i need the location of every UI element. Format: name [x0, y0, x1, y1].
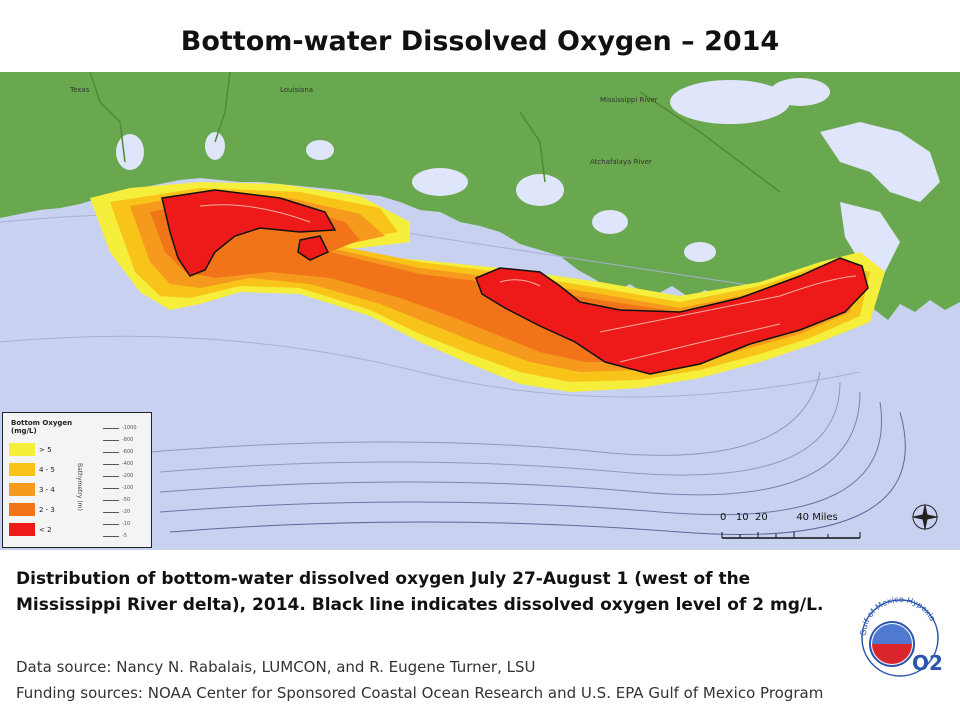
label-mississippi-river: Mississippi River — [600, 96, 658, 104]
vermilion-bay — [412, 168, 468, 196]
hypoxia-logo: Gulf of Mexico Hypoxia O2 — [852, 592, 948, 680]
zone-lt2-west — [161, 189, 337, 277]
white-lake — [306, 140, 334, 160]
oxygen-contour — [599, 275, 857, 333]
legend-item: 4 - 5 — [9, 463, 55, 476]
bathymetry-label: -600 — [122, 449, 134, 455]
scale-ruler — [721, 532, 861, 539]
zone-lt2-west-island — [297, 235, 330, 261]
north-arrow-icon — [911, 503, 939, 531]
legend-swatch — [9, 503, 35, 516]
legend-label: < 2 — [39, 525, 52, 534]
breton-sound — [820, 122, 940, 202]
river-atchafalaya — [519, 111, 546, 183]
data-source: Data source: Nancy N. Rabalais, LUMCON, … — [16, 658, 536, 676]
legend-item: 2 - 3 — [9, 503, 55, 516]
bathymetry-label: -800 — [122, 437, 134, 443]
bathy-contour — [159, 401, 882, 516]
lake-borgne — [770, 78, 830, 106]
zone-lt2-east — [475, 257, 869, 375]
funding-source: Funding sources: NOAA Center for Sponsor… — [16, 684, 824, 702]
label-louisiana: Louisiana — [280, 86, 313, 94]
label-atchafalaya-river: Atchafalaya River — [590, 158, 652, 166]
legend-item: 3 - 4 — [9, 483, 55, 496]
oxygen-contour — [199, 204, 311, 223]
legend-title: Bottom Oxygen — [11, 419, 73, 427]
bathy-contour — [149, 371, 821, 456]
oxygen-contour — [619, 323, 781, 363]
bathy-contour — [169, 411, 906, 535]
bathymetry-label: -5 — [122, 533, 127, 539]
timbalier-bay — [684, 242, 716, 262]
calcasieu-lake — [205, 132, 225, 160]
map-title: Bottom-water Dissolved Oxygen – 2014 — [180, 26, 780, 57]
legend-label: > 5 — [39, 445, 52, 454]
bathymetry-title: Bathymetry (m) — [76, 463, 83, 511]
bathymetry-label: -100 — [122, 485, 134, 491]
scale-labels: 0 10 20 40 Miles — [720, 512, 838, 523]
legend-label: 3 - 4 — [39, 485, 55, 494]
legend-swatch — [9, 523, 35, 536]
river-mississippi — [639, 91, 781, 193]
legend-swatch — [9, 443, 35, 456]
bathymetry-label: -20 — [122, 509, 131, 515]
bathy-contour — [159, 381, 841, 476]
hypoxia-map: Texas Louisiana Mississippi River Atchaf… — [0, 72, 960, 550]
sabine-lake — [116, 134, 144, 170]
bathymetry-label: -400 — [122, 461, 134, 467]
bathy-contour — [159, 391, 861, 496]
river-calcasieu — [214, 72, 231, 143]
lake-pontchartrain — [670, 80, 790, 124]
legend-label: 4 - 5 — [39, 465, 55, 474]
river-sabine — [89, 72, 126, 163]
logo-mark: O2 — [912, 651, 943, 675]
atchafalaya-bay — [516, 174, 564, 206]
legend-swatch — [9, 463, 35, 476]
bathymetry-label: -1000 — [122, 425, 137, 431]
legend-item: > 5 — [9, 443, 52, 456]
legend: Bottom Oxygen (mg/L) > 5 4 - 5 3 - 4 2 -… — [2, 412, 152, 548]
legend-item: < 2 — [9, 523, 52, 536]
scale-bar: 0 10 20 40 Miles — [720, 512, 880, 544]
figure-caption: Distribution of bottom-water dissolved o… — [16, 569, 824, 615]
terrebonne-bay — [592, 210, 628, 234]
legend-label: 2 - 3 — [39, 505, 55, 514]
oxygen-contour — [499, 279, 541, 287]
label-texas: Texas — [69, 86, 90, 94]
legend-swatch — [9, 483, 35, 496]
coastline-land — [0, 72, 960, 320]
legend-units: (mg/L) — [11, 427, 37, 435]
bathymetry-label: -10 — [122, 521, 131, 527]
barataria-bay — [840, 202, 900, 272]
bathymetry-label: -200 — [122, 473, 134, 479]
bathy-contour — [0, 335, 861, 398]
bathymetry-label: -50 — [122, 497, 131, 503]
